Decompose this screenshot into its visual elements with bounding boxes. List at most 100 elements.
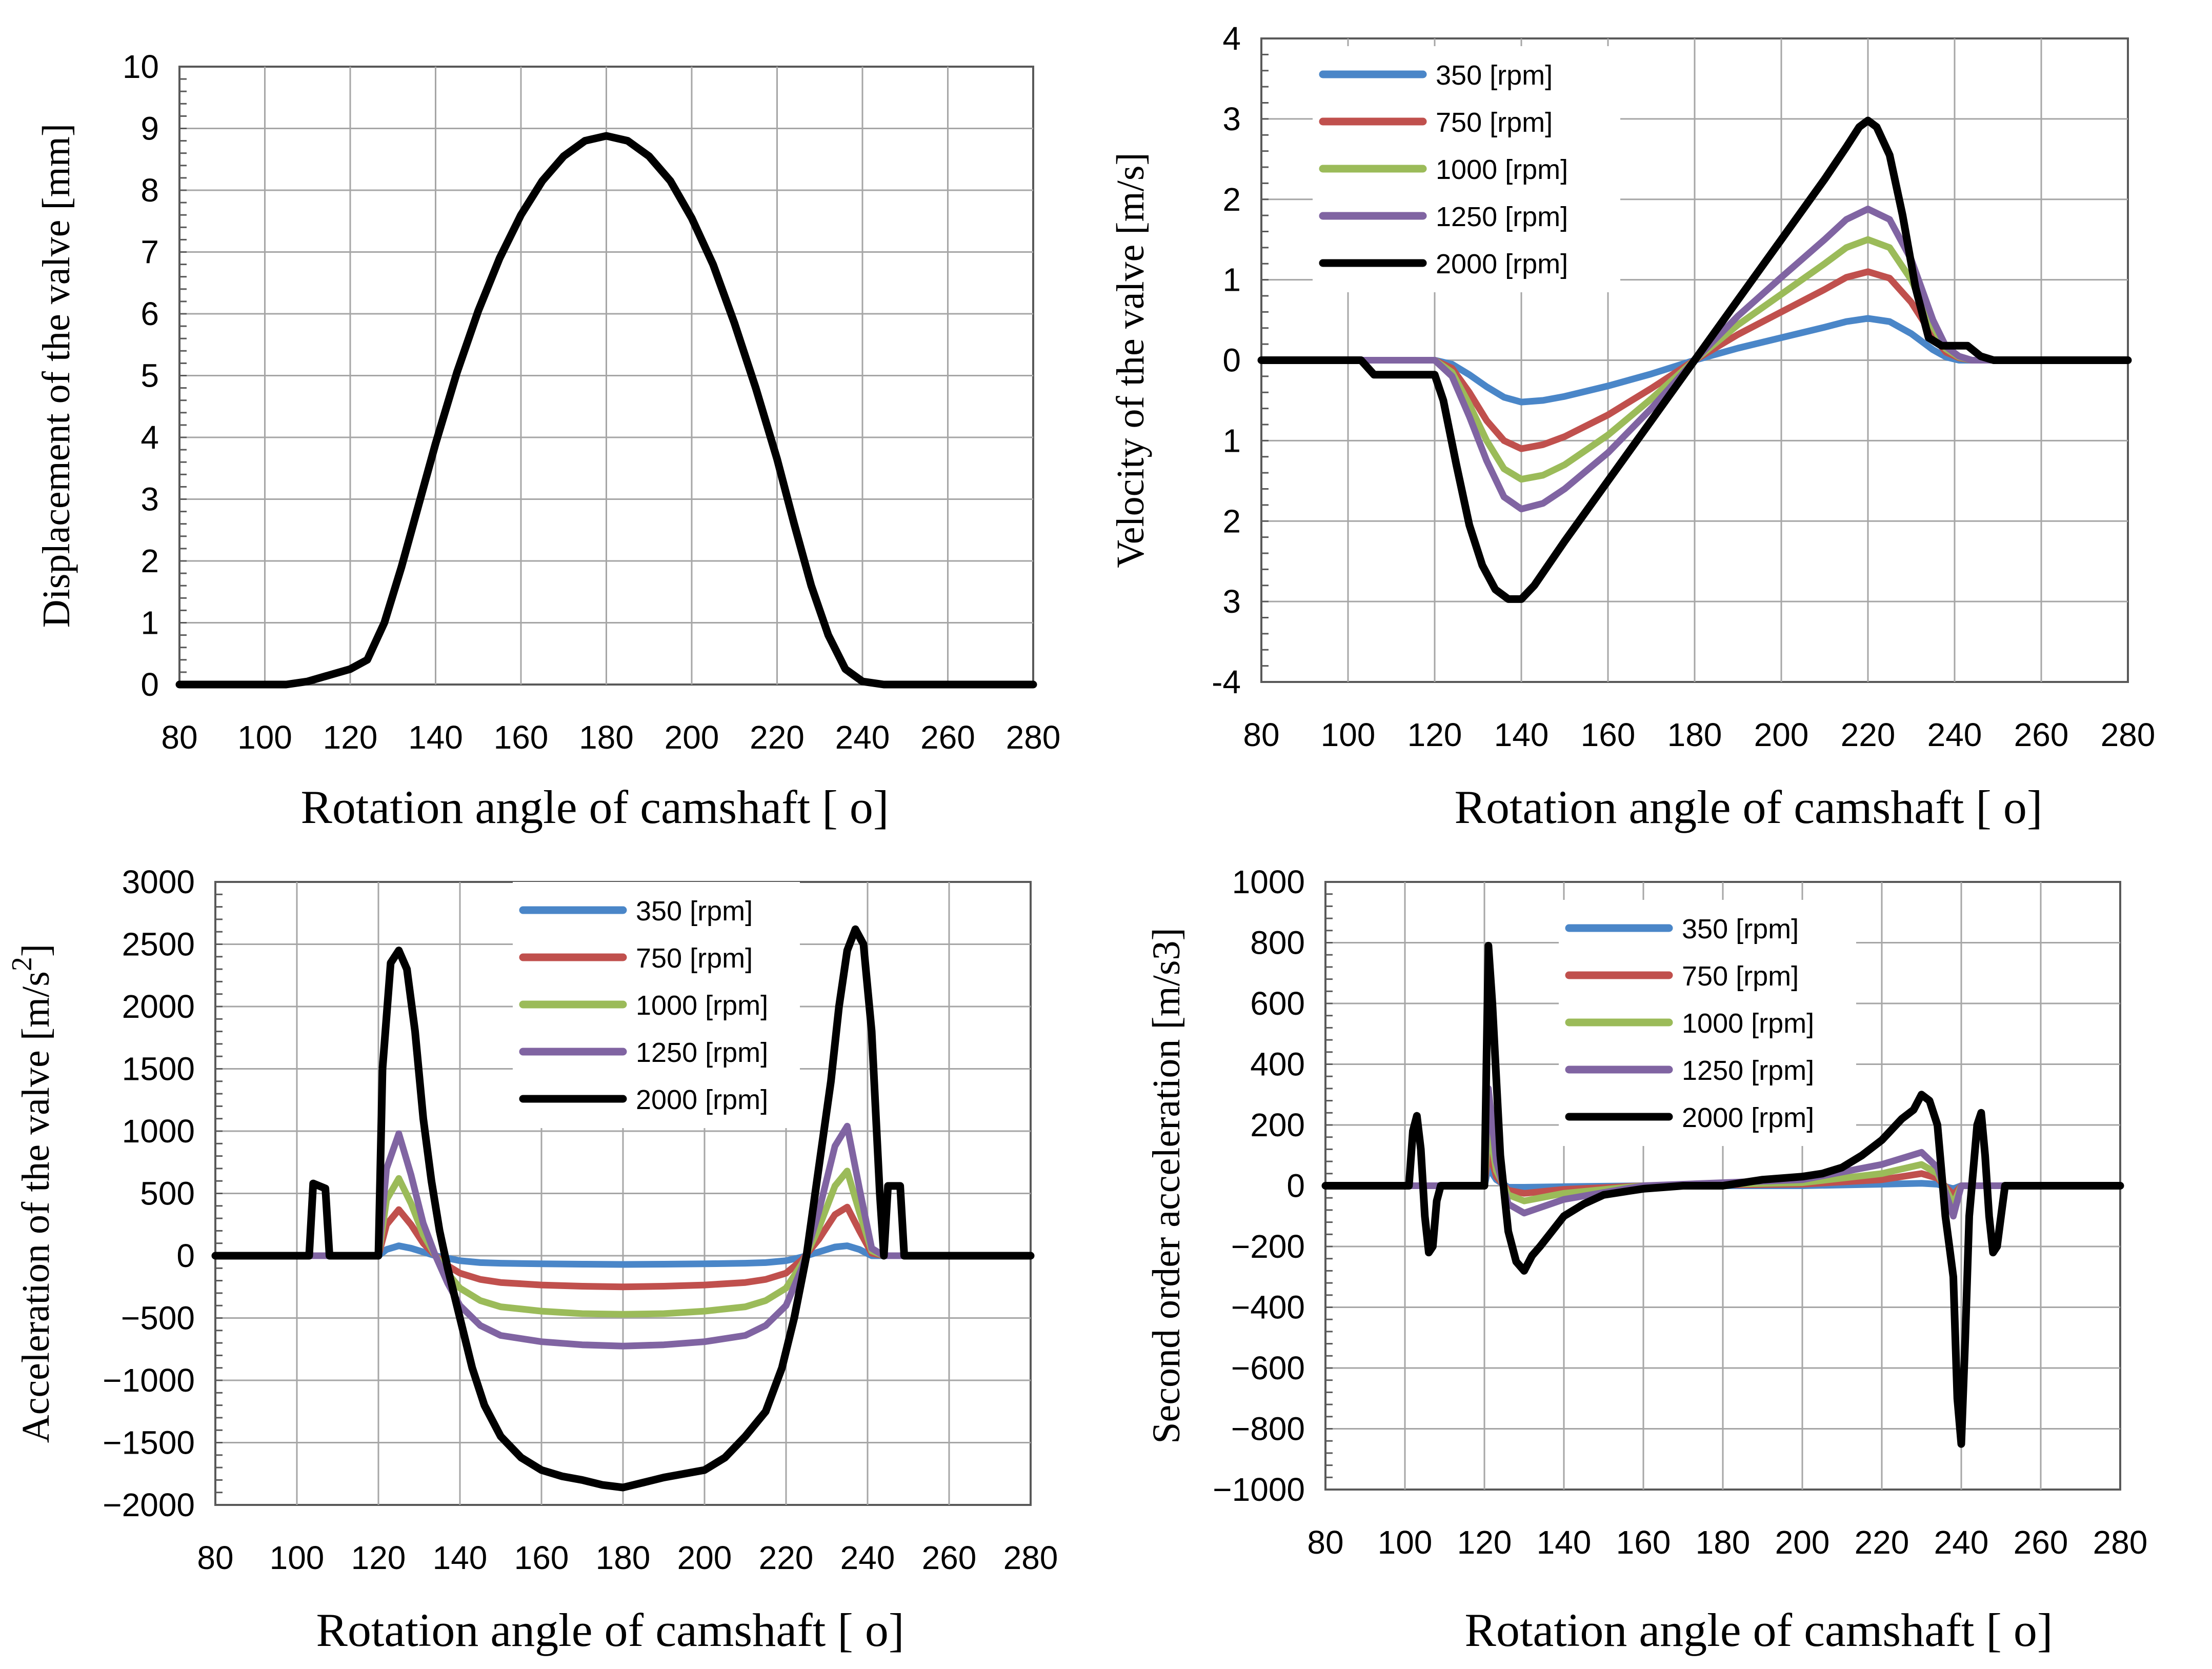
x-tick-label: 220 <box>1841 716 1896 753</box>
y-tick-label: 1 <box>1222 262 1241 298</box>
x-tick-label: 180 <box>1696 1524 1751 1561</box>
legend-label: 750 [rpm] <box>1682 961 1799 992</box>
legend-label: 2000 [rpm] <box>1436 249 1568 279</box>
y-tick-label: −2000 <box>103 1486 195 1523</box>
x-tick-labels: 80 100 120 140 160 180 200 220 240 260 280 <box>1307 1524 2147 1561</box>
y-tick-label: 5 <box>140 357 159 394</box>
y-tick-label: −400 <box>1231 1289 1305 1326</box>
series-line-1000-rpm <box>212 1168 1034 1318</box>
y-tick-label: 2 <box>1222 181 1241 218</box>
x-tick-label: 260 <box>922 1539 977 1576</box>
legend: 350 [rpm] 750 [rpm] 1000 [rpm] 1250 [rpm] 20… <box>513 882 800 1128</box>
x-tick-labels: 80 100 120 140 160 180 200 220 240 260 280 <box>197 1539 1058 1576</box>
horizontal-gridlines <box>179 128 1033 624</box>
y-tick-label: 1 <box>1222 422 1241 459</box>
x-tick-label: 140 <box>1537 1524 1592 1561</box>
y-axis-title: Velocity of the valve [m/s] <box>1109 152 1152 568</box>
legend-label: 2000 [rpm] <box>636 1084 768 1115</box>
y-tick-label: 0 <box>176 1237 195 1274</box>
y-tick-label: 1000 <box>1232 863 1305 900</box>
x-tick-label: 120 <box>323 719 378 756</box>
y-tick-label: 6 <box>140 295 159 332</box>
y-tick-label: 2500 <box>122 926 195 963</box>
minor-ticks <box>215 881 223 1506</box>
x-tick-label: 180 <box>1667 716 1722 753</box>
y-tick-label: -4 <box>1212 663 1241 700</box>
y-tick-label: 1000 <box>122 1113 195 1150</box>
y-tick-labels: 4 3 2 1 0 1 2 3 -4 <box>1212 20 1241 700</box>
y-tick-label: 4 <box>140 419 159 456</box>
series-line-750-rpm <box>212 1203 1034 1291</box>
y-tick-label: 400 <box>1250 1046 1305 1083</box>
x-tick-label: 160 <box>1616 1524 1671 1561</box>
y-tick-label: 2000 <box>122 988 195 1025</box>
y-tick-labels: 3000 2500 2000 1500 1000 500 0 −500 −1000 −1500 −2… <box>103 863 195 1523</box>
x-tick-labels: 80 100 120 140 160 180 200 220 240 260 280 <box>161 719 1060 756</box>
x-tick-label: 240 <box>840 1539 895 1576</box>
x-axis-title: Rotation angle of camshaft [ o] <box>1464 1604 2053 1656</box>
x-tick-labels: 80 100 120 140 160 180 200 220 240 260 280 <box>1243 716 2155 753</box>
y-axis-title-text: Velocity of the valve [m/s] <box>1109 152 1152 568</box>
series <box>1257 116 2132 603</box>
y-tick-label: 8 <box>140 172 159 209</box>
x-tick-label: 200 <box>1754 716 1809 753</box>
series-line-2000-rpm <box>1321 941 2124 1448</box>
x-tick-label: 80 <box>197 1539 233 1576</box>
series-line-2000-rpm <box>1257 116 2132 603</box>
legend-label: 1000 [rpm] <box>1436 154 1568 185</box>
x-tick-label: 240 <box>1934 1524 1989 1561</box>
y-axis-title: Second order acceleration [m/s3] <box>1145 928 1188 1444</box>
x-tick-label: 240 <box>835 719 890 756</box>
y-tick-label: 1 <box>140 605 159 641</box>
series-line-displacement <box>175 132 1037 689</box>
series-line-1250-rpm <box>212 1122 1034 1350</box>
y-tick-label: −600 <box>1231 1350 1305 1386</box>
y-tick-label: 3 <box>1222 583 1241 620</box>
legend-label: 1000 [rpm] <box>1682 1008 1814 1039</box>
x-tick-label: 220 <box>759 1539 814 1576</box>
x-tick-label: 80 <box>1307 1524 1343 1561</box>
chart-velocity: 80 100 120 140 160 180 200 220 240 260 280 4 3 2 1 0 1 2 3… <box>1109 20 2155 833</box>
y-tick-label: 0 <box>140 666 159 703</box>
y-tick-label: −800 <box>1231 1411 1305 1447</box>
legend: 350 [rpm] 750 [rpm] 1000 [rpm] 1250 [rpm] 20… <box>1559 900 1856 1146</box>
legend-label: 2000 [rpm] <box>1682 1102 1814 1133</box>
y-tick-label: −200 <box>1231 1228 1305 1265</box>
y-axis-title: Acceleration of the valve [m/s2] <box>6 944 57 1443</box>
x-tick-label: 180 <box>596 1539 651 1576</box>
x-tick-label: 160 <box>514 1539 569 1576</box>
y-tick-label: 9 <box>140 110 159 147</box>
legend-label: 350 [rpm] <box>1436 60 1553 91</box>
y-tick-label: −1000 <box>103 1362 195 1399</box>
y-tick-label: 2 <box>140 542 159 579</box>
x-tick-label: 160 <box>1581 716 1636 753</box>
x-tick-label: 160 <box>494 719 549 756</box>
x-tick-label: 80 <box>1243 716 1279 753</box>
x-tick-label: 120 <box>351 1539 406 1576</box>
x-tick-label: 140 <box>408 719 463 756</box>
x-tick-label: 120 <box>1407 716 1462 753</box>
legend-label: 1250 [rpm] <box>1682 1055 1814 1086</box>
minor-ticks <box>1325 881 1333 1491</box>
x-tick-label: 100 <box>1378 1524 1433 1561</box>
legend-label: 350 [rpm] <box>1682 914 1799 944</box>
y-tick-label: 7 <box>140 234 159 271</box>
y-tick-labels: 1000 800 600 400 200 0 −200 −400 −600 −800 −1000 <box>1213 863 1305 1508</box>
x-tick-label: 120 <box>1457 1524 1512 1561</box>
y-tick-label: 800 <box>1250 924 1305 961</box>
y-tick-label: 3 <box>1222 100 1241 137</box>
y-tick-label: 2 <box>1222 502 1241 539</box>
legend-label: 750 [rpm] <box>636 943 753 974</box>
x-tick-label: 280 <box>1003 1539 1058 1576</box>
y-tick-labels: 0 1 2 3 4 5 6 7 8 9 10 <box>123 48 159 703</box>
y-tick-label: 600 <box>1250 985 1305 1022</box>
y-axis-title-text: Acceleration of the valve [m/s <box>14 971 57 1443</box>
y-tick-label: 10 <box>123 48 159 85</box>
y-tick-label: −1500 <box>103 1424 195 1461</box>
minor-ticks <box>1261 37 1269 683</box>
x-tick-label: 100 <box>1321 716 1376 753</box>
legend-label: 750 [rpm] <box>1436 107 1553 138</box>
y-tick-label: 0 <box>1286 1168 1305 1204</box>
y-tick-label: 500 <box>140 1175 195 1212</box>
